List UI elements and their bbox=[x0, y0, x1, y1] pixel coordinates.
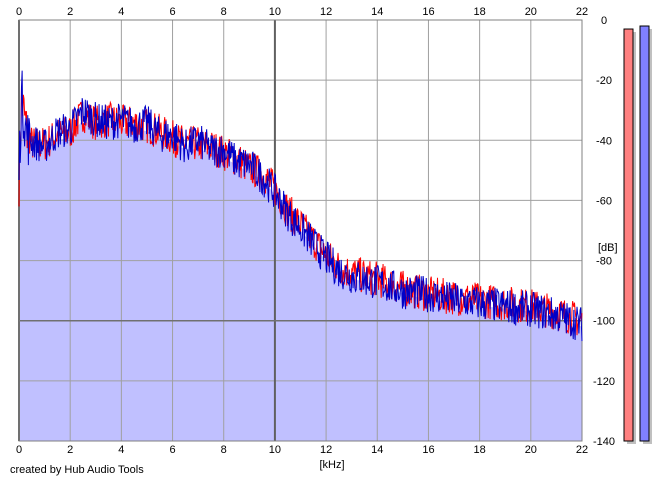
x-tick-label-top: 12 bbox=[320, 6, 332, 18]
y-axis-label: [dB] bbox=[598, 242, 618, 254]
y-tick-label: -140 bbox=[593, 436, 615, 448]
y-axis-ticks: 0 -20 -40 -60 -80 -100 -120 -140 bbox=[593, 15, 615, 448]
x-axis-top-ticks: 0 2 4 6 8 10 12 14 16 18 20 22 bbox=[16, 6, 588, 18]
x-tick-label-bottom: 14 bbox=[371, 444, 383, 456]
x-tick-label-top: 16 bbox=[422, 6, 434, 18]
spectrum-fill bbox=[19, 106, 582, 442]
spectrum-line-right bbox=[18, 70, 583, 342]
y-tick-label: -120 bbox=[593, 376, 615, 388]
x-tick-label-top: 2 bbox=[67, 6, 73, 18]
x-tick-label-bottom: 22 bbox=[576, 444, 588, 456]
x-tick-label-top: 8 bbox=[221, 6, 227, 18]
plot-border bbox=[18, 19, 583, 442]
x-axis-label: [kHz] bbox=[319, 459, 344, 471]
x-tick-label-bottom: 18 bbox=[474, 444, 486, 456]
x-tick-label-bottom: 10 bbox=[269, 444, 281, 456]
y-tick-label: -20 bbox=[596, 75, 612, 87]
x-axis-bottom-ticks: 0 2 4 6 8 10 12 14 16 18 20 22 bbox=[16, 444, 588, 456]
x-tick-label-bottom: 16 bbox=[422, 444, 434, 456]
y-tick-label: -100 bbox=[593, 316, 615, 328]
spectrum-fill-area bbox=[19, 106, 582, 442]
x-tick-label-top: 22 bbox=[576, 6, 588, 18]
level-meter-right bbox=[639, 25, 650, 442]
x-tick-label-bottom: 20 bbox=[525, 444, 537, 456]
y-tick-label: -60 bbox=[596, 195, 612, 207]
x-tick-label-top: 10 bbox=[269, 6, 281, 18]
y-tick-label: -40 bbox=[596, 135, 612, 147]
y-tick-label: -80 bbox=[596, 256, 612, 268]
y-tick-label: 0 bbox=[601, 15, 607, 27]
x-tick-label-bottom: 4 bbox=[118, 444, 124, 456]
x-tick-label-top: 6 bbox=[169, 6, 175, 18]
x-tick-label-bottom: 2 bbox=[67, 444, 73, 456]
x-tick-label-bottom: 12 bbox=[320, 444, 332, 456]
x-tick-label-top: 0 bbox=[16, 6, 22, 18]
spectrum-lines bbox=[18, 70, 583, 342]
grid-lines bbox=[18, 19, 583, 442]
x-tick-label-bottom: 6 bbox=[169, 444, 175, 456]
x-tick-label-bottom: 8 bbox=[221, 444, 227, 456]
x-tick-label-top: 14 bbox=[371, 6, 383, 18]
x-tick-label-top: 18 bbox=[474, 6, 486, 18]
x-tick-label-top: 4 bbox=[118, 6, 124, 18]
level-meters bbox=[623, 25, 652, 445]
credit-text: created by Hub Audio Tools bbox=[10, 464, 144, 476]
level-meter-left bbox=[623, 28, 634, 442]
x-tick-label-bottom: 0 bbox=[16, 444, 22, 456]
x-tick-label-top: 20 bbox=[525, 6, 537, 18]
